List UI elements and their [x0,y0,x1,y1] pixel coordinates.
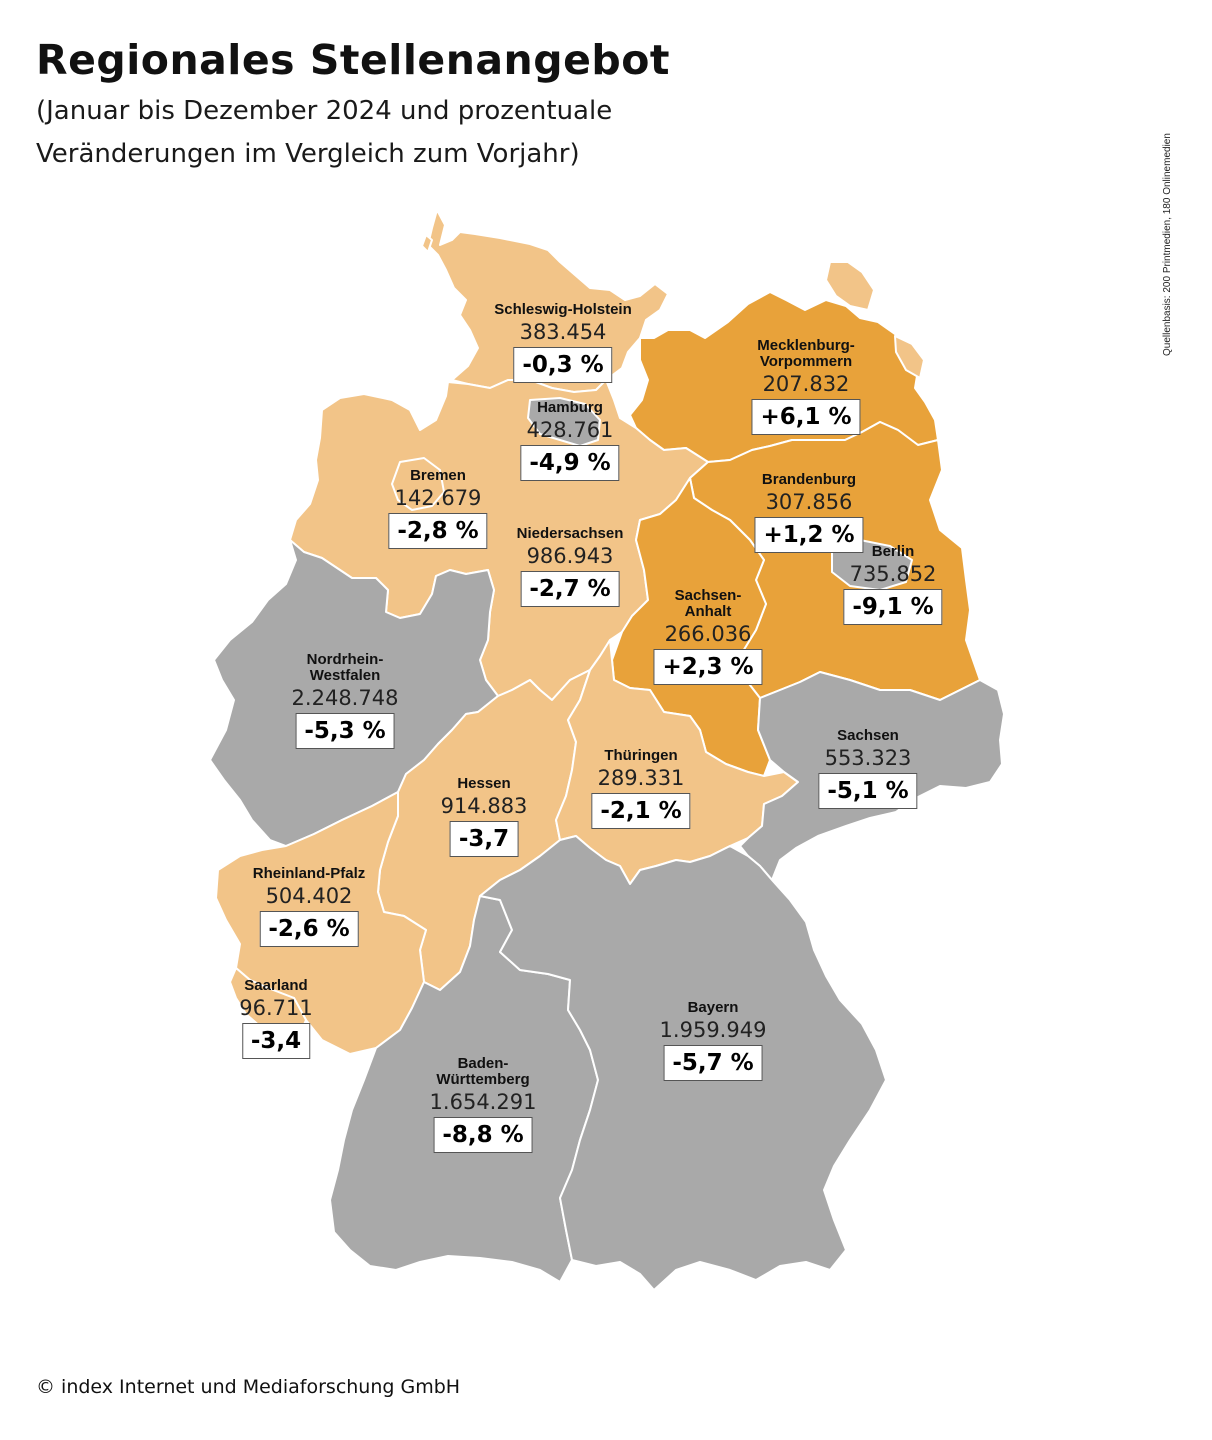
map-title: Regionales Stellenangebot [36,36,671,84]
region-schleswig-holstein[interactable] [427,209,669,393]
region-value: 207.832 [762,372,850,396]
label-thueringen: Thüringen 289.331 -2,1 % [591,747,691,829]
label-rheinland-pfalz: Rheinland-Pfalz 504.402 -2,6 % [252,865,366,947]
region-value: 553.323 [824,746,912,770]
label-baden-wuerttemberg: Baden- Württemberg 1.654.291 -8,8 % [429,1055,537,1153]
region-ruegen [825,261,875,311]
region-name: Brandenburg [761,471,857,488]
region-usedom [894,335,925,379]
region-change: -3,4 [241,1023,311,1059]
region-name: Rheinland-Pfalz [252,865,366,882]
region-name: Bayern [687,999,739,1016]
region-change: +2,3 % [653,649,763,685]
label-bremen: Bremen 142.679 -2,8 % [388,467,488,549]
region-schleswig-holstein-island [421,234,433,253]
region-change: -2,8 % [388,513,488,549]
region-value: 1.654.291 [429,1090,537,1114]
region-change: -0,3 % [513,347,613,383]
region-name: Nordrhein- Westfalen [306,651,384,684]
region-change: -2,7 % [520,571,620,607]
region-value: 735.852 [849,562,937,586]
region-name: Sachsen [837,727,899,744]
region-value: 914.883 [440,794,528,818]
region-value: 504.402 [265,884,353,908]
region-name: Berlin [871,543,915,560]
region-name: Saarland [244,977,308,994]
label-nordrhein-westfalen: Nordrhein- Westfalen 2.248.748 -5,3 % [291,651,399,749]
label-bayern: Bayern 1.959.949 -5,7 % [659,999,767,1081]
label-hamburg: Hamburg 428.761 -4,9 % [520,399,620,481]
region-value: 428.761 [526,418,614,442]
label-hessen: Hessen 914.883 -3,7 [440,775,528,857]
region-change: -4,9 % [520,445,620,481]
label-schleswig-holstein: Schleswig-Holstein 383.454 -0,3 % [494,302,632,383]
label-brandenburg: Brandenburg 307.856 +1,2 % [754,471,864,553]
region-change: -2,1 % [591,793,691,829]
region-name: Bremen [410,467,466,484]
region-change: +1,2 % [754,517,864,553]
region-change: +6,1 % [751,399,861,435]
region-change: -5,3 % [295,713,395,749]
region-value: 266.036 [664,622,752,646]
region-name: Hessen [457,775,511,792]
region-name: Hamburg [537,399,603,416]
region-name: Sachsen- Anhalt [674,587,742,620]
region-change: -9,1 % [843,589,943,625]
region-value: 142.679 [394,486,482,510]
region-change: -3,7 [449,821,519,857]
label-sachsen: Sachsen 553.323 -5,1 % [818,727,918,809]
region-name: Baden- Württemberg [436,1055,530,1088]
region-change: -8,8 % [433,1117,533,1153]
region-change: -5,7 % [663,1045,763,1081]
region-hamburg[interactable] [527,397,601,447]
region-name: Schleswig-Holstein [494,301,632,318]
region-name: Mecklenburg- Vorpommern [757,337,855,370]
label-berlin: Berlin 735.852 -9,1 % [843,543,943,625]
label-mecklenburg-vorpommern: Mecklenburg- Vorpommern 207.832 +6,1 % [751,337,861,435]
label-sachsen-anhalt: Sachsen- Anhalt 266.036 +2,3 % [653,587,763,685]
region-change: -5,1 % [818,773,918,809]
region-value: 383.454 [519,320,607,344]
region-value: 289.331 [597,766,685,790]
region-value: 2.248.748 [291,686,399,710]
label-niedersachsen: Niedersachsen 986.943 -2,7 % [516,525,624,607]
region-name: Thüringen [604,747,678,764]
region-change: -2,6 % [259,911,359,947]
region-value: 307.856 [765,490,853,514]
region-value: 1.959.949 [659,1018,767,1042]
copyright-notice: © index Internet und Mediaforschung GmbH [36,1376,461,1398]
region-value: 986.943 [526,544,614,568]
region-value: 96.711 [239,996,313,1020]
region-name: Niedersachsen [516,525,624,542]
map-subtitle: (Januar bis Dezember 2024 und prozentual… [36,96,613,169]
label-saarland: Saarland 96.711 -3,4 [239,977,313,1059]
region-sachsen-anhalt[interactable] [611,477,771,777]
region-bremen[interactable] [391,457,445,511]
